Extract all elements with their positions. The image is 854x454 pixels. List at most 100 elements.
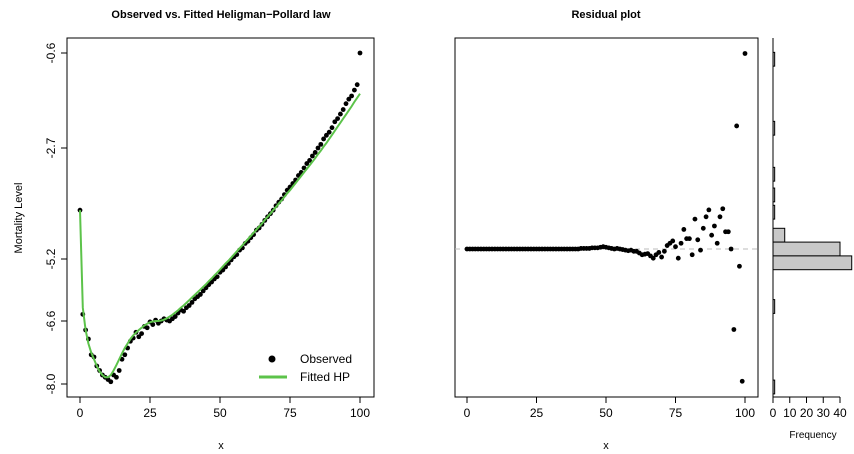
observed-point	[200, 288, 206, 294]
observed-point	[326, 129, 332, 135]
residual-points	[464, 51, 748, 384]
observed-point	[122, 352, 128, 358]
histogram-x-tick-label: 10	[783, 406, 797, 420]
residual-point	[742, 51, 748, 56]
observed-point	[172, 314, 178, 319]
residual-x-tick-label: 50	[599, 406, 613, 420]
observed-point	[186, 303, 192, 308]
fit-x-tick-label: 75	[283, 406, 297, 420]
residual-point	[717, 214, 723, 220]
observed-point	[321, 136, 326, 142]
residual-point	[739, 378, 745, 384]
histogram-x-axis-label: Frequency	[789, 430, 836, 441]
fit-panel: Observed vs. Fitted Heligman−Pollard law…	[13, 9, 375, 452]
residual-point	[692, 216, 698, 222]
fit-x-tick-label: 50	[213, 406, 227, 420]
residual-chart-title: Residual plot	[571, 9, 640, 21]
legend-observed-marker	[268, 355, 276, 363]
observed-point	[346, 96, 352, 102]
observed-point	[310, 153, 315, 159]
residual-x-axis: 0 25 50 75 100	[464, 396, 755, 420]
residual-point	[681, 227, 687, 232]
histogram-bar	[772, 120, 776, 136]
fit-y-axis: -8.0 -6.6 -5.2 -2.7 -0.6	[44, 42, 68, 394]
residual-point	[661, 248, 667, 254]
histogram-bars	[772, 51, 853, 395]
histogram-x-axis: 0 10 20 30 40	[770, 396, 847, 420]
residual-point	[725, 229, 731, 235]
fit-x-tick-label: 100	[350, 406, 370, 420]
observed-point	[301, 165, 307, 171]
residual-histogram: 0 10 20 30 40 Frequency	[770, 38, 853, 441]
residual-x-axis-label: x	[603, 440, 609, 452]
fit-y-tick-label: -2.7	[44, 137, 58, 158]
histogram-bar	[772, 379, 776, 395]
observed-point	[338, 111, 343, 117]
residual-point	[670, 238, 676, 244]
residual-plot-frame	[454, 37, 759, 398]
observed-point	[116, 368, 122, 373]
observed-point	[189, 300, 195, 305]
residual-point	[709, 232, 715, 238]
observed-point	[304, 161, 310, 166]
observed-point	[329, 125, 335, 131]
residual-point	[728, 246, 734, 252]
observed-point	[357, 50, 363, 56]
residual-point	[673, 244, 678, 250]
fit-y-axis-label: Mortality Level	[13, 183, 25, 254]
observed-point	[324, 132, 329, 138]
residual-point	[706, 207, 712, 213]
observed-points	[77, 50, 363, 385]
observed-point	[150, 322, 156, 327]
histogram-x-tick-label: 0	[770, 406, 777, 420]
residual-panel: Residual plot 0 25 50 75 100 x	[454, 9, 759, 452]
residual-point	[698, 247, 703, 253]
observed-point	[335, 116, 340, 121]
residual-x-tick-label: 75	[669, 406, 683, 420]
histogram-bar	[772, 255, 853, 271]
fit-y-tick-label: -8.0	[44, 373, 58, 394]
legend-fitted-label: Fitted HP	[300, 370, 350, 384]
legend-observed-label: Observed	[300, 352, 352, 366]
histogram-bar	[772, 299, 776, 314]
fit-chart-title: Observed vs. Fitted Heligman−Pollard law	[111, 9, 331, 21]
residual-point	[687, 236, 692, 242]
histogram-bar	[772, 241, 841, 257]
fit-y-tick-label: -6.6	[44, 310, 58, 331]
fit-x-tick-label: 25	[143, 406, 157, 420]
residual-point	[650, 255, 656, 261]
fit-y-tick-label: -0.6	[44, 42, 58, 63]
histogram-bar	[772, 166, 776, 182]
histogram-bar	[772, 187, 776, 203]
fit-x-tick-label: 0	[77, 406, 84, 420]
residual-point	[703, 214, 709, 220]
residual-point	[700, 225, 706, 231]
residual-point	[695, 237, 701, 243]
fit-y-tick-label: -5.2	[44, 248, 58, 269]
observed-point	[108, 379, 114, 385]
observed-point	[214, 274, 220, 280]
residual-point	[659, 254, 664, 260]
histogram-bar	[772, 227, 786, 243]
residual-x-tick-label: 0	[464, 406, 471, 420]
histogram-x-tick-label: 40	[833, 406, 847, 420]
residual-point	[734, 123, 740, 129]
observed-point	[307, 158, 312, 163]
residual-point	[714, 240, 720, 246]
observed-point	[343, 101, 349, 107]
fit-x-axis-label: x	[218, 440, 224, 452]
observed-point	[354, 82, 360, 88]
fit-legend: Observed Fitted HP	[259, 352, 352, 384]
fitted-hp-line	[79, 93, 361, 379]
residual-point	[675, 255, 681, 261]
observed-point	[315, 145, 321, 151]
observed-point	[332, 119, 338, 125]
observed-point	[340, 107, 346, 112]
observed-point	[139, 331, 145, 336]
observed-point	[144, 325, 150, 331]
fit-plot-frame	[66, 37, 375, 398]
residual-point	[712, 223, 717, 229]
histogram-bar	[772, 51, 776, 67]
residual-point	[731, 327, 737, 332]
